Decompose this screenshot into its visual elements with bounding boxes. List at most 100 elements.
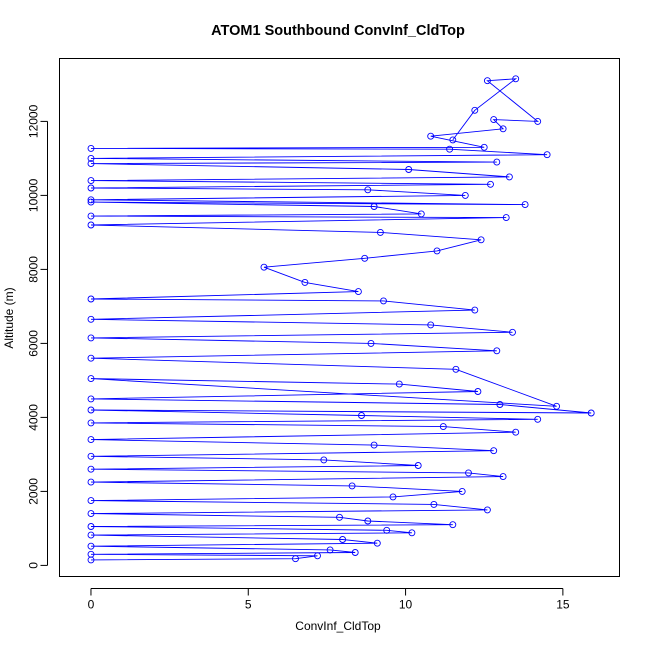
data-point <box>87 452 95 460</box>
chart-title: ATOM1 Southbound ConvInf_CldTop <box>211 23 465 39</box>
data-point <box>474 388 482 395</box>
data-point <box>512 428 520 436</box>
y-tick-label: 12000 <box>27 104 41 138</box>
data-point <box>87 144 95 152</box>
data-point <box>446 145 454 153</box>
data-point <box>364 186 372 194</box>
data-point <box>87 354 95 362</box>
data-point <box>301 278 309 286</box>
data-point <box>87 221 95 229</box>
data-point <box>336 513 343 521</box>
data-point <box>471 306 479 314</box>
x-axis-label: ConvInf_CldTop <box>295 619 381 633</box>
data-point <box>543 151 551 159</box>
data-point <box>87 523 95 530</box>
data-point <box>505 173 513 181</box>
data-point <box>87 395 95 403</box>
series-line <box>90 78 592 561</box>
data-point <box>502 214 510 222</box>
data-point <box>490 447 498 455</box>
y-axis-label: Altitude (m) <box>2 287 16 348</box>
data-point <box>458 487 466 495</box>
data-point <box>292 555 299 563</box>
data-point <box>87 198 95 206</box>
data-point <box>358 412 365 419</box>
x-tick-label: 10 <box>399 598 413 612</box>
data-point <box>521 201 529 209</box>
data-point <box>87 154 95 162</box>
data-point <box>395 380 403 388</box>
data-point <box>534 117 542 125</box>
data-point <box>427 321 435 329</box>
data-point <box>509 328 516 336</box>
data-point <box>354 288 362 296</box>
data-point <box>449 136 457 144</box>
data-point <box>499 125 507 133</box>
data-point <box>449 521 457 529</box>
data-point <box>87 510 95 518</box>
data-point <box>87 436 95 444</box>
data-point <box>87 531 95 539</box>
data-point <box>351 549 359 556</box>
y-tick-label: 2000 <box>27 478 41 505</box>
data-point <box>87 375 95 383</box>
data-point <box>487 180 494 188</box>
data-point <box>480 143 488 151</box>
data-point <box>373 539 381 547</box>
data-series <box>87 75 595 564</box>
y-axis: 0 2000 4000 6000 8000 10000 12000 <box>27 104 48 569</box>
data-point <box>461 191 469 199</box>
data-point <box>499 473 507 481</box>
plot-frame <box>59 58 620 577</box>
x-tick-label: 15 <box>556 598 570 612</box>
data-point <box>433 247 441 255</box>
data-point <box>87 184 95 192</box>
data-point <box>87 212 95 220</box>
data-point <box>439 423 447 431</box>
data-point <box>87 160 95 168</box>
data-point <box>587 409 595 417</box>
data-point <box>496 401 504 408</box>
data-point <box>417 210 425 218</box>
data-point <box>383 526 391 534</box>
data-point <box>314 552 321 560</box>
data-point <box>348 482 356 490</box>
data-point <box>414 462 422 469</box>
x-tick-label: 5 <box>245 598 252 612</box>
data-point <box>87 315 95 323</box>
data-point <box>553 402 561 410</box>
data-point <box>87 419 95 427</box>
data-point <box>370 441 378 449</box>
data-point <box>405 166 413 173</box>
data-point <box>364 517 372 525</box>
y-tick-label: 4000 <box>27 404 41 431</box>
data-point <box>326 546 334 554</box>
data-point <box>87 295 95 303</box>
data-point <box>87 550 95 558</box>
x-tick-label: 0 <box>88 598 95 612</box>
data-point <box>471 106 479 114</box>
data-point <box>512 75 520 83</box>
data-point <box>260 263 268 271</box>
y-tick-label: 10000 <box>27 178 41 212</box>
data-point <box>376 228 384 236</box>
x-axis: 0 5 10 15 <box>88 588 570 612</box>
data-point <box>389 493 397 501</box>
data-point <box>483 506 491 514</box>
y-tick-label: 6000 <box>27 330 41 357</box>
data-point <box>87 196 95 204</box>
data-point <box>493 158 501 166</box>
y-tick-label: 0 <box>27 562 41 569</box>
data-point <box>339 536 347 543</box>
data-point <box>427 132 435 140</box>
data-point <box>367 339 375 347</box>
data-point <box>87 334 95 342</box>
data-point <box>87 465 95 473</box>
data-point <box>87 478 95 486</box>
y-tick-label: 8000 <box>27 256 41 283</box>
data-point <box>87 406 95 414</box>
data-point <box>380 297 387 305</box>
data-point <box>493 347 501 355</box>
data-point <box>490 116 498 124</box>
